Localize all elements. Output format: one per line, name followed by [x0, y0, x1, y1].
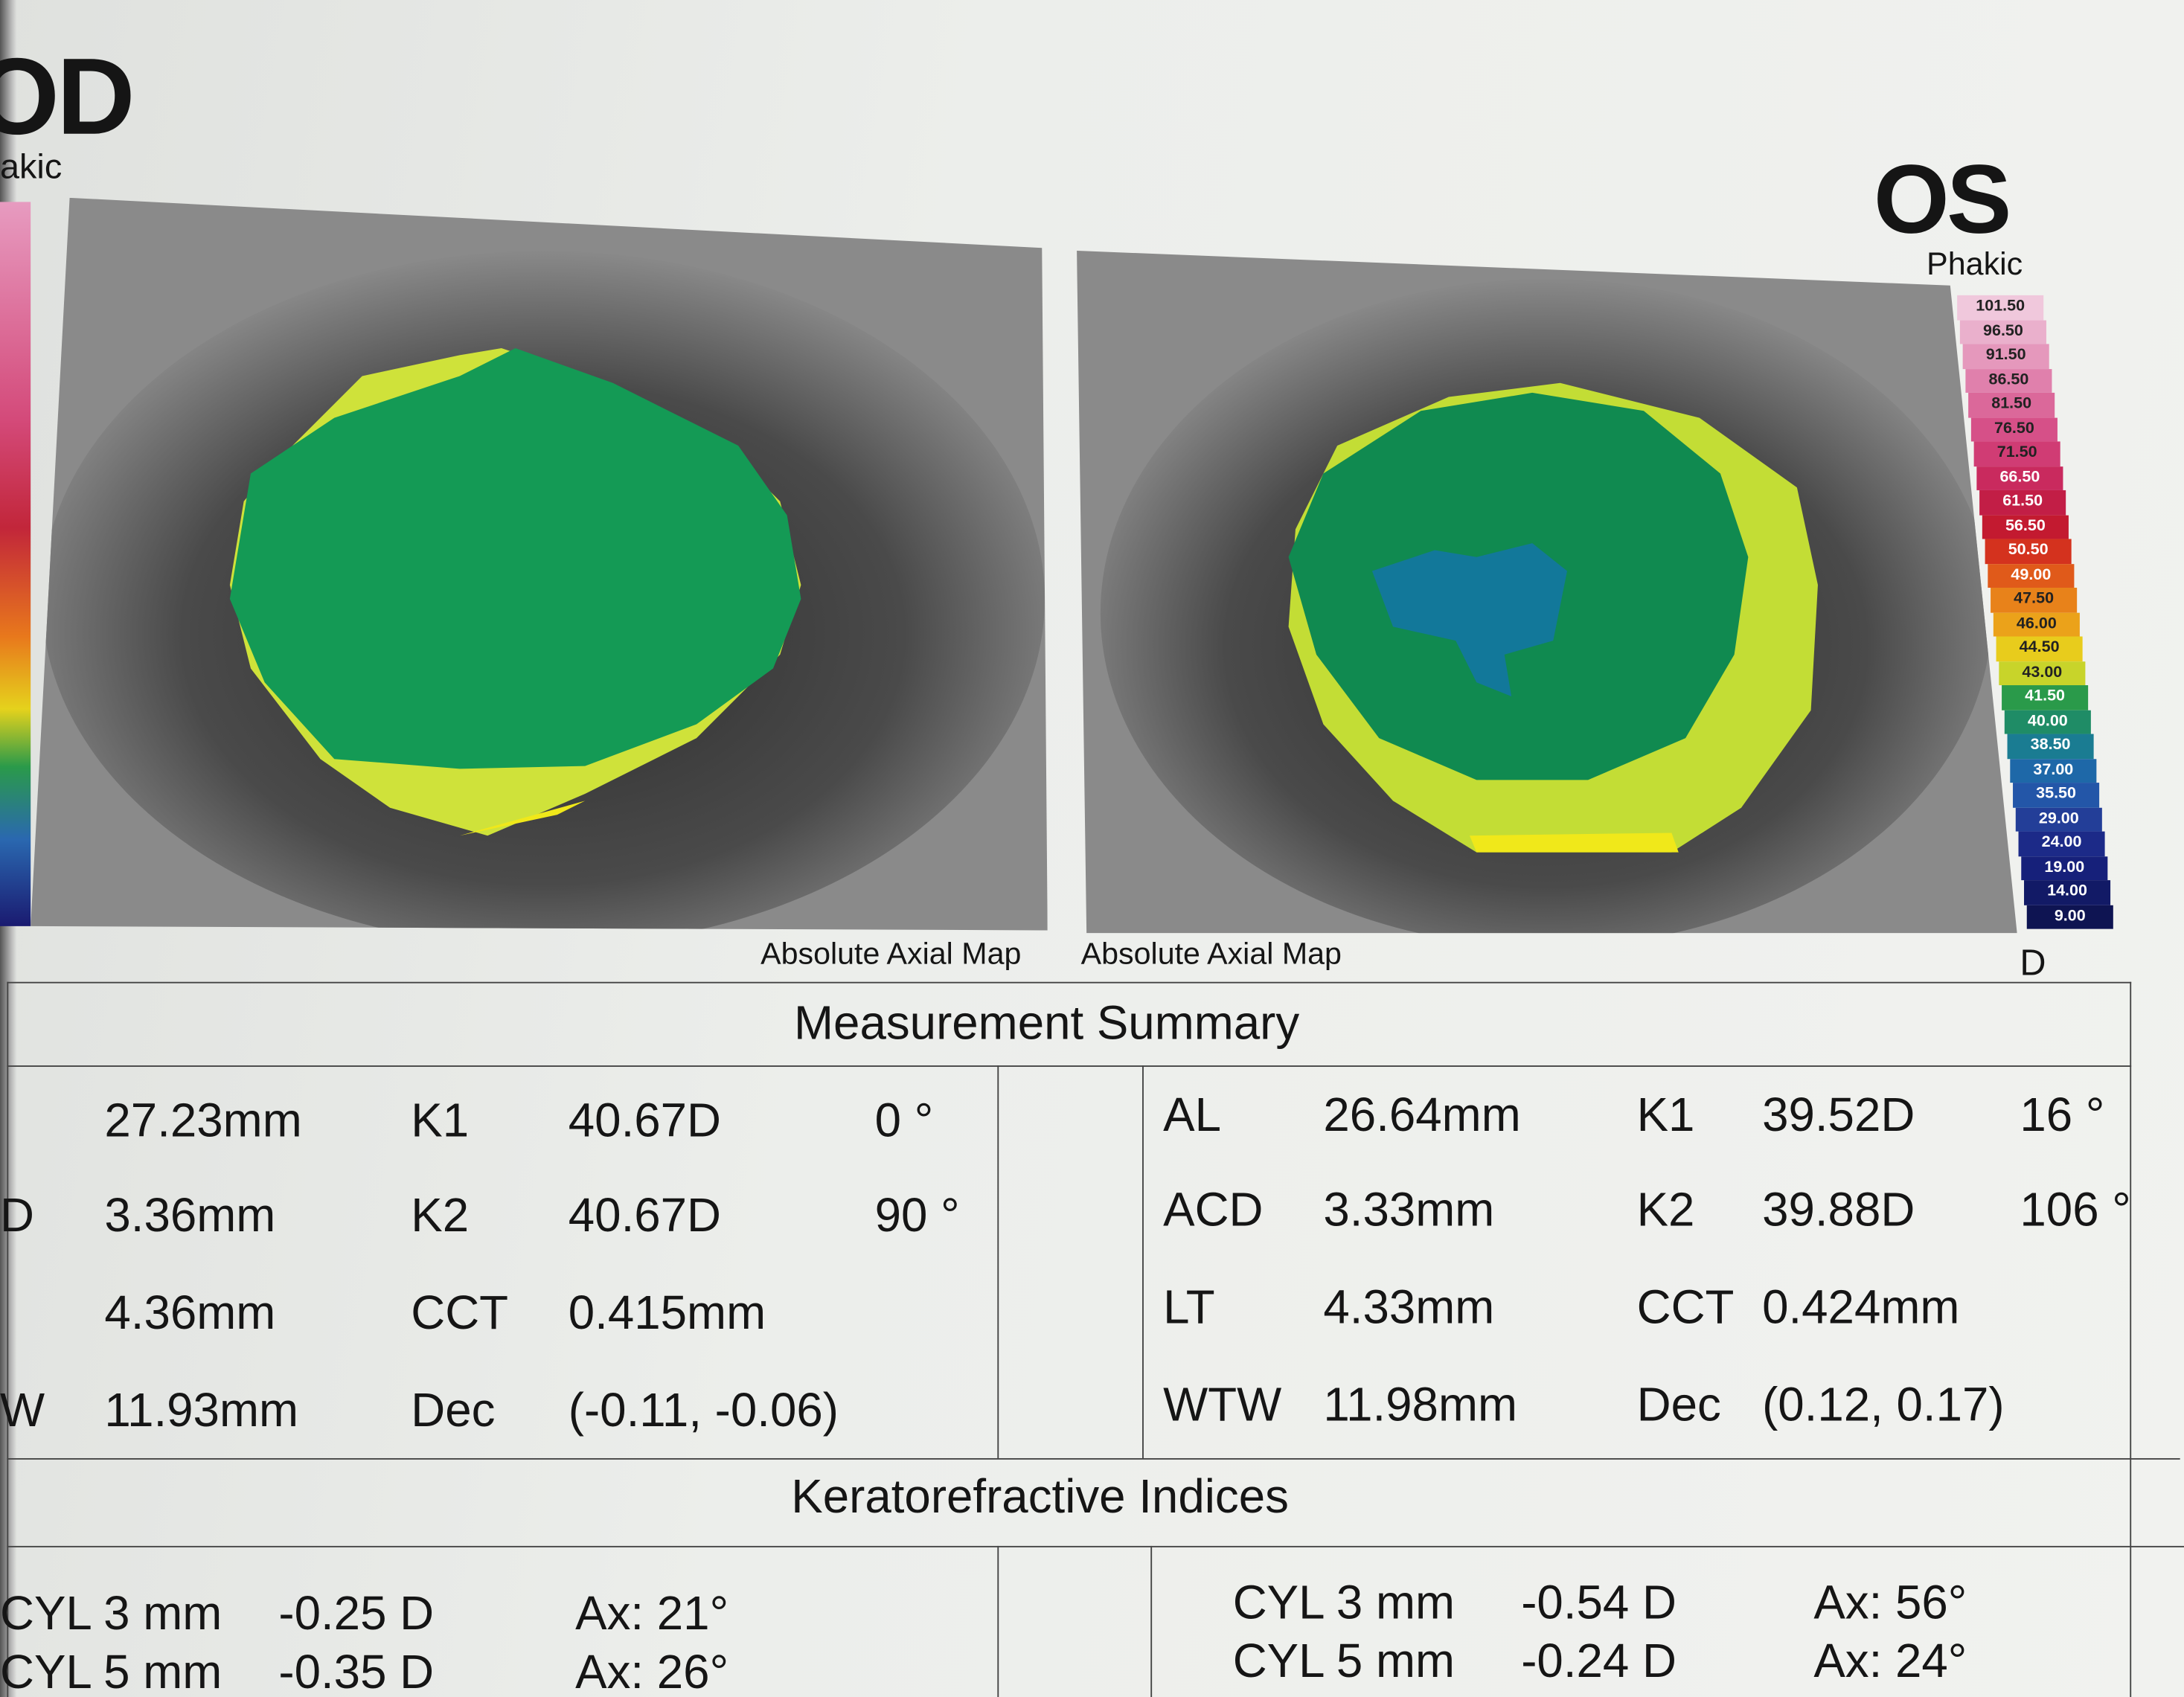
scale-label: 44.50 — [1996, 636, 2083, 661]
scale-label: 56.50 — [1982, 514, 2069, 539]
summary-k-label: CCT — [1636, 1281, 1735, 1335]
summary-k-label: Dec — [411, 1384, 496, 1437]
scale-label: 9.00 — [2026, 904, 2113, 929]
od-map-label: Absolute Axial Map — [760, 935, 1022, 971]
index-value: -0.35 D — [278, 1646, 435, 1697]
summary-value: 11.93mm — [104, 1384, 299, 1437]
scale-label: 37.00 — [2010, 758, 2097, 783]
scale-label: 66.50 — [1976, 466, 2063, 490]
index-label: CYL 3 mm — [1232, 1576, 1455, 1630]
scale-label: 101.50 — [1957, 295, 2044, 320]
summary-k-label: K1 — [411, 1094, 470, 1148]
os-status: Phakic — [1926, 245, 2023, 282]
summary-label: LT — [1163, 1281, 1215, 1335]
summary-k-value: 40.67D — [568, 1189, 722, 1242]
os-eye-image — [1077, 250, 2017, 934]
os-map-label: Absolute Axial Map — [1080, 935, 1342, 971]
od-status: akic — [0, 147, 63, 187]
summary-value: 4.36mm — [104, 1286, 276, 1340]
summary-axis: 0 ° — [874, 1094, 934, 1148]
summary-value: 3.33mm — [1323, 1184, 1495, 1237]
index-value: -0.54 D — [1521, 1576, 1677, 1630]
rule — [7, 1545, 2184, 1547]
scale-label: 19.00 — [2021, 856, 2108, 881]
scale-label: 49.00 — [1988, 563, 2075, 588]
index-label: CYL 3 mm — [0, 1588, 222, 1641]
scale-label: 35.50 — [2013, 783, 2100, 807]
summary-k-value: (0.12, 0.17) — [1762, 1379, 2005, 1432]
scale-label: 47.50 — [1991, 587, 2078, 612]
summary-k-value: 0.415mm — [568, 1286, 766, 1340]
scale-label: 71.50 — [1973, 441, 2060, 466]
scale-label: 40.00 — [2004, 709, 2091, 734]
summary-k-value: 39.88D — [1762, 1184, 1915, 1237]
summary-axis: 16 ° — [2020, 1088, 2105, 1143]
scale-label: 46.00 — [1993, 612, 2080, 637]
summary-value: 27.23mm — [104, 1094, 302, 1148]
summary-value: 26.64mm — [1323, 1088, 1521, 1143]
scale-label: 81.50 — [1968, 392, 2055, 417]
os-color-scale: 101.50 96.50 91.50 86.50 81.50 76.50 71.50 66.5… — [1957, 295, 2113, 933]
rule — [7, 1065, 2132, 1067]
index-value: -0.24 D — [1521, 1635, 1677, 1688]
index-axis: Ax: 26° — [575, 1646, 729, 1697]
scale-label: 86.50 — [1965, 368, 2052, 393]
summary-k-label: K1 — [1636, 1088, 1695, 1143]
summary-k-label: CCT — [411, 1286, 509, 1340]
summary-k-label: Dec — [1636, 1379, 1721, 1432]
scale-label: 29.00 — [2015, 806, 2102, 832]
scale-label: 24.00 — [2018, 831, 2105, 856]
summary-axis: 90 ° — [874, 1189, 960, 1242]
scale-label: 14.00 — [2024, 880, 2111, 905]
divider — [997, 1065, 999, 1458]
rule — [7, 1457, 2180, 1460]
os-title: OS — [1873, 144, 2012, 254]
measurement-title: Measurement Summary — [794, 997, 1300, 1050]
summary-label: AL — [1163, 1088, 1221, 1143]
divider — [997, 1545, 999, 1697]
od-eye-image — [31, 197, 1048, 931]
summary-label: W — [0, 1384, 45, 1437]
scale-label: 41.50 — [2002, 685, 2089, 710]
eye-maps — [31, 197, 2017, 934]
index-value: -0.25 D — [278, 1588, 435, 1641]
divider — [1142, 1065, 1144, 1458]
summary-label: D — [0, 1189, 34, 1242]
summary-value: 4.33mm — [1323, 1281, 1495, 1335]
summary-k-value: 0.424mm — [1762, 1281, 1960, 1335]
summary-axis: 106 ° — [2020, 1184, 2131, 1237]
summary-label: WTW — [1163, 1379, 1282, 1432]
summary-k-label: K2 — [411, 1189, 470, 1242]
summary-value: 11.98mm — [1323, 1379, 1518, 1432]
summary-k-label: K2 — [1636, 1184, 1695, 1237]
divider — [1150, 1545, 1153, 1697]
index-label: CYL 5 mm — [1232, 1635, 1455, 1688]
indices-title: Keratorefractive Indices — [791, 1470, 1289, 1524]
scale-label: 38.50 — [2007, 734, 2094, 759]
summary-k-value: 40.67D — [568, 1094, 722, 1148]
scale-label: 96.50 — [1959, 319, 2046, 344]
index-axis: Ax: 56° — [1813, 1576, 1967, 1630]
summary-k-value: (-0.11, -0.06) — [568, 1384, 839, 1437]
od-color-scale — [0, 202, 31, 926]
scale-label: 43.00 — [1999, 661, 2086, 686]
scale-label: 61.50 — [1979, 490, 2066, 515]
index-axis: Ax: 21° — [575, 1588, 729, 1641]
scale-label: 91.50 — [1962, 344, 2049, 369]
summary-k-value: 39.52D — [1762, 1088, 1915, 1143]
summary-value: 3.36mm — [104, 1189, 276, 1242]
summary-box — [7, 981, 2132, 1697]
scale-label: 76.50 — [1970, 417, 2057, 442]
index-axis: Ax: 24° — [1813, 1635, 1967, 1688]
scale-unit: D — [2020, 941, 2046, 984]
index-label: CYL 5 mm — [0, 1646, 222, 1697]
scale-label: 50.50 — [1985, 539, 2072, 564]
summary-label: ACD — [1163, 1184, 1264, 1237]
od-title: OD — [0, 34, 135, 158]
